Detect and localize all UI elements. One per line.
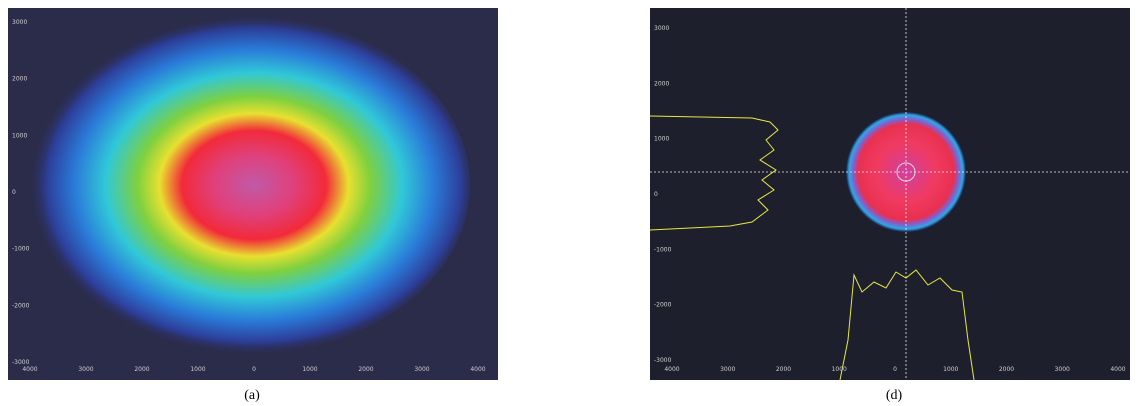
x-tick-label: 0 bbox=[893, 366, 897, 373]
x-tick-label: 1000 bbox=[943, 366, 958, 373]
y-tick-label: 1000 bbox=[12, 132, 27, 139]
y-tick-label: 3000 bbox=[654, 25, 669, 32]
figure: 3000200010000-1000-2000-3000400030002000… bbox=[0, 0, 1136, 406]
y-tick-label: -1000 bbox=[12, 246, 30, 253]
y-tick-label: 3000 bbox=[12, 19, 27, 26]
x-tick-label: 4000 bbox=[22, 366, 37, 373]
x-tick-label: 4000 bbox=[664, 366, 679, 373]
x-tick-label: 1000 bbox=[302, 366, 317, 373]
y-tick-label: -2000 bbox=[12, 302, 30, 309]
y-tick-label: -3000 bbox=[654, 357, 672, 364]
x-tick-label: 1000 bbox=[190, 366, 205, 373]
caption: (d) bbox=[886, 388, 903, 403]
beam-a bbox=[20, 15, 470, 355]
y-tick-label: -1000 bbox=[654, 246, 672, 253]
x-tick-label: 3000 bbox=[720, 366, 735, 373]
y-tick-label: 1000 bbox=[654, 136, 669, 143]
x-tick-label: 3000 bbox=[78, 366, 93, 373]
x-tick-label: 0 bbox=[252, 366, 256, 373]
x-tick-label: 2000 bbox=[999, 366, 1014, 373]
x-tick-label: 2000 bbox=[358, 366, 373, 373]
y-tick-label: 2000 bbox=[654, 80, 669, 87]
y-tick-label: 0 bbox=[654, 191, 658, 198]
caption: (a) bbox=[244, 388, 260, 403]
y-tick-label: 2000 bbox=[12, 76, 27, 83]
x-tick-label: 1000 bbox=[832, 366, 847, 373]
x-tick-label: 2000 bbox=[134, 366, 149, 373]
y-tick-label: -2000 bbox=[654, 302, 672, 309]
y-tick-label: 0 bbox=[12, 189, 16, 196]
x-tick-label: 3000 bbox=[414, 366, 429, 373]
x-tick-label: 3000 bbox=[1055, 366, 1070, 373]
x-tick-label: 4000 bbox=[470, 366, 485, 373]
x-tick-label: 4000 bbox=[1110, 366, 1125, 373]
x-tick-label: 2000 bbox=[776, 366, 791, 373]
y-tick-label: -3000 bbox=[12, 359, 30, 366]
